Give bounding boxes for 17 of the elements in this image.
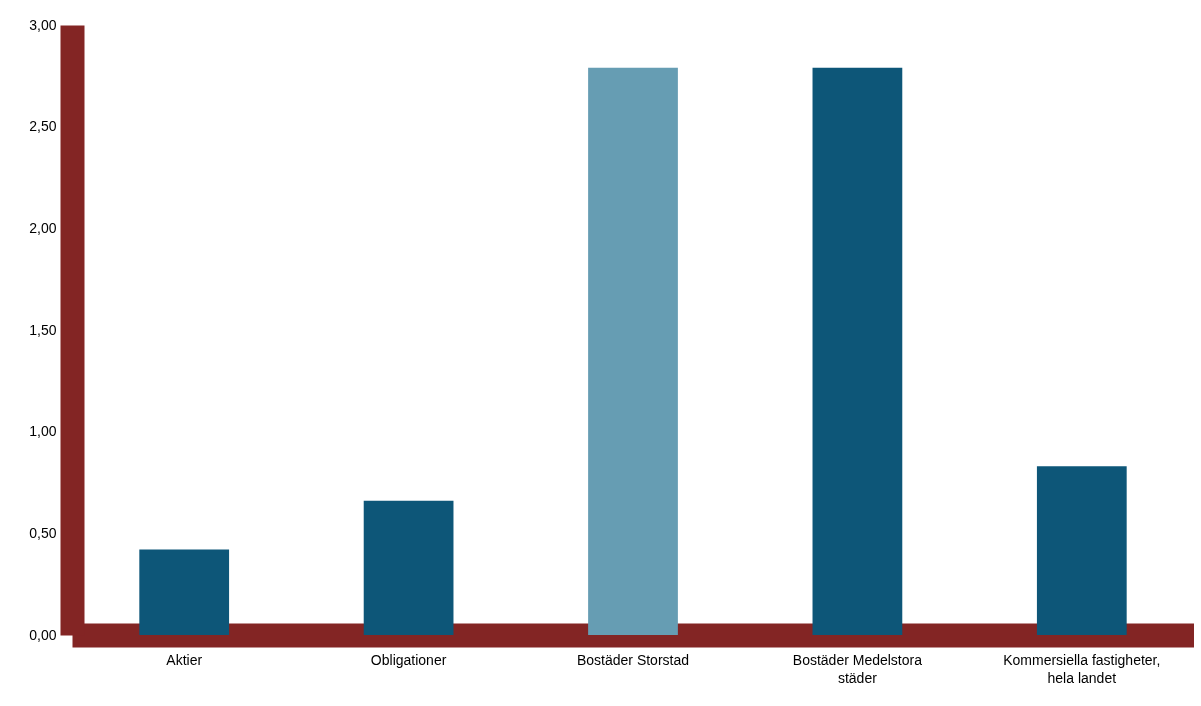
bar [588, 67, 678, 635]
y-tick-label: 2,50 [29, 118, 57, 135]
bar [812, 67, 903, 635]
x-tick-label: Obligationer [370, 651, 447, 668]
y-tick-label: 3,00 [29, 16, 57, 33]
x-tick-label: Aktier [166, 651, 203, 668]
x-tick-label: Kommersiella fastigheter, hela landet [1003, 651, 1161, 686]
y-tick-label: 0,00 [29, 626, 57, 643]
bar [1036, 466, 1127, 635]
bar [363, 500, 454, 635]
bar [139, 549, 230, 635]
y-tick-label: 1,00 [29, 423, 57, 440]
x-tick-label: Bostäder Storstad [576, 651, 690, 668]
y-tick-label: 2,00 [29, 219, 57, 236]
y-tick-label: 0,50 [29, 524, 57, 541]
x-tick-label: Bostäder Medelstora städer [792, 651, 923, 686]
y-tick-label: 1,50 [29, 321, 57, 338]
